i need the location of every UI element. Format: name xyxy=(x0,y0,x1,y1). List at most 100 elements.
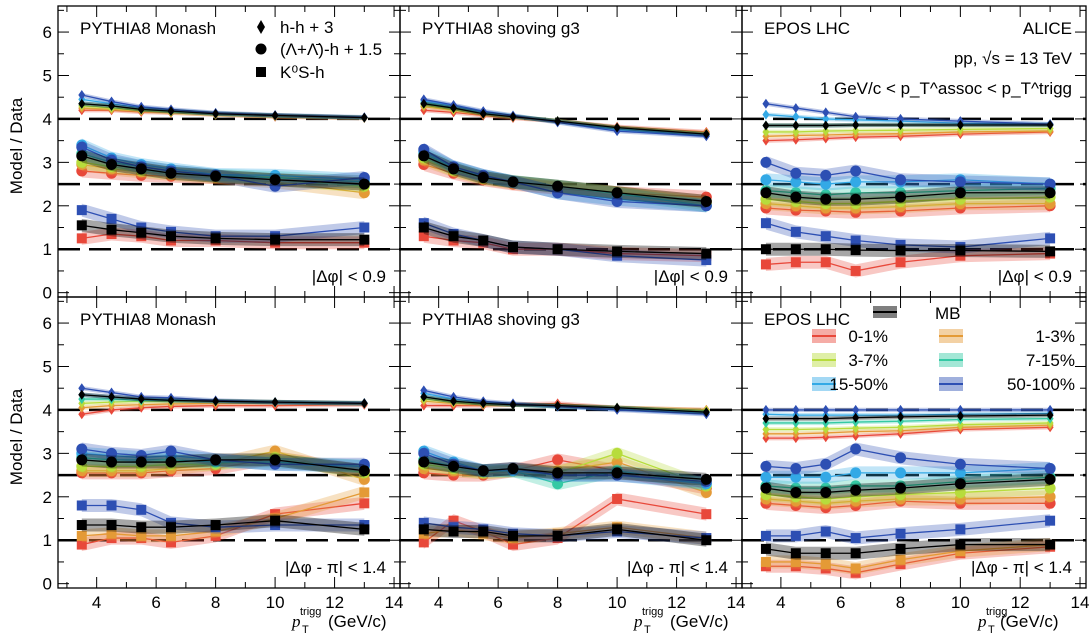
marker-circle-MB xyxy=(850,484,862,496)
marker-square-1-3% xyxy=(895,554,906,565)
x-tick-label: 14 xyxy=(727,593,746,612)
marker-square-MB xyxy=(701,248,712,259)
marker-circle-50-100% xyxy=(76,443,88,455)
marker-circle-MB xyxy=(135,456,147,468)
legend-square-icon xyxy=(256,67,266,77)
x-tick-label: 8 xyxy=(211,593,220,612)
marker-circle-MB xyxy=(106,159,118,171)
marker-square-1-3% xyxy=(76,530,87,541)
marker-square-50-100% xyxy=(701,255,712,266)
legend-label: 3-7% xyxy=(848,351,888,370)
marker-diamond-15-50% xyxy=(792,111,800,122)
marker-circle-50-100% xyxy=(850,165,862,177)
marker-square-50-100% xyxy=(106,213,117,224)
marker-circle-50-100% xyxy=(760,460,772,472)
x-axis-label-left: p T trigg (GeV/c) xyxy=(291,606,387,636)
marker-diamond-3-7% xyxy=(956,419,964,430)
marker-circle-50-100% xyxy=(954,458,966,470)
legend-circle-icon xyxy=(255,43,267,55)
marker-diamond-3-7% xyxy=(897,125,905,136)
marker-circle-MB xyxy=(507,463,519,475)
marker-circle-MB xyxy=(358,465,370,477)
band-kh-50-100% xyxy=(423,216,707,267)
marker-square-MB xyxy=(106,224,117,235)
marker-square-MB xyxy=(210,233,221,244)
marker-square-0-1% xyxy=(760,259,771,270)
band-hh-1-3% xyxy=(423,104,707,135)
marker-square-50-100% xyxy=(820,231,831,242)
panel-content xyxy=(58,383,400,552)
marker-circle-MB xyxy=(820,193,832,205)
marker-diamond-MB xyxy=(1046,120,1054,131)
x-tick-label: 4 xyxy=(92,593,101,612)
marker-circle-MB xyxy=(76,150,88,162)
marker-square-0-1% xyxy=(895,257,906,268)
x-tick-label: 6 xyxy=(493,593,502,612)
marker-square-1-3% xyxy=(359,487,370,498)
y-tick-label: 1 xyxy=(43,531,52,550)
band-lh-50-100% xyxy=(81,140,365,193)
marker-circle-MB xyxy=(1044,473,1056,485)
marker-diamond-3-7% xyxy=(852,125,860,136)
panel-content xyxy=(58,90,400,251)
x-tick-label: 4 xyxy=(434,593,443,612)
selection-label: 1 GeV/c < p_T^assoc < p_T^trigg xyxy=(820,79,1072,98)
marker-diamond-50-100% xyxy=(78,90,86,101)
x-tick-label: 4 xyxy=(776,593,785,612)
legend-entries: 0-1% 1-3% 3-7% 7-15% 15-50% 50-100% xyxy=(812,327,1075,394)
marker-diamond-50-100% xyxy=(852,404,860,415)
band-kh-50-100% xyxy=(765,514,1051,545)
marker-diamond-MB xyxy=(137,104,145,115)
marker-square-50-100% xyxy=(820,526,831,537)
marker-circle-15-50% xyxy=(850,467,862,479)
marker-square-1-3% xyxy=(820,559,831,570)
marker-square-MB xyxy=(820,244,831,255)
y-axis-label-top: Model / Data xyxy=(7,97,26,194)
marker-square-0-1% xyxy=(612,493,623,504)
marker-square-MB xyxy=(508,242,519,253)
marker-diamond-MB xyxy=(271,110,279,121)
marker-diamond-50-100% xyxy=(792,103,800,114)
marker-diamond-3-7% xyxy=(897,422,905,433)
marker-square-0-1% xyxy=(359,498,370,509)
marker-square-1-3% xyxy=(106,528,117,539)
band-lh-15-50% xyxy=(81,138,365,187)
marker-square-MB xyxy=(448,526,459,537)
y-tick-label: 4 xyxy=(43,401,52,420)
marker-circle-MB xyxy=(1044,187,1056,199)
marker-square-0-1% xyxy=(448,515,459,526)
marker-diamond-3-7% xyxy=(762,126,770,137)
x-axis-label-right: p T trigg (GeV/c) xyxy=(977,606,1059,636)
marker-diamond-3-7% xyxy=(822,126,830,137)
marker-diamond-50-100% xyxy=(822,404,830,415)
x-label-var: p xyxy=(633,612,643,631)
marker-diamond-MB xyxy=(762,413,770,424)
system-label: pp, √s = 13 TeV xyxy=(954,49,1073,68)
marker-diamond-MB xyxy=(212,396,220,407)
marker-square-MB xyxy=(850,548,861,559)
marker-diamond-MB xyxy=(450,396,458,407)
marker-square-MB xyxy=(552,530,563,541)
marker-circle-3-7% xyxy=(954,486,966,498)
marker-square-50-100% xyxy=(76,500,87,511)
marker-circle-15-50% xyxy=(820,471,832,483)
marker-circle-3-7% xyxy=(1044,482,1056,494)
band-lh-1-3% xyxy=(765,490,1051,510)
marker-circle-50-100% xyxy=(895,452,907,464)
band-lh-MB xyxy=(423,455,707,486)
marker-square-50-100% xyxy=(106,500,117,511)
panel-bottom-right: 4 6 8 10 12 14 EPOS LHC |Δφ - π| < 1.4 xyxy=(741,296,1089,612)
marker-diamond-50-100% xyxy=(420,385,428,396)
x-tick-label: 8 xyxy=(896,593,905,612)
marker-circle-15-50% xyxy=(790,471,802,483)
marker-diamond-3-7% xyxy=(852,423,860,434)
marker-diamond-3-7% xyxy=(792,126,800,137)
marker-square-MB xyxy=(895,543,906,554)
marker-diamond-MB xyxy=(956,120,964,131)
marker-circle-MB xyxy=(477,172,489,184)
marker-square-50-100% xyxy=(76,205,87,216)
marker-square-50-100% xyxy=(790,226,801,237)
band-lh-MB xyxy=(423,149,707,208)
marker-diamond-MB xyxy=(167,395,175,406)
marker-circle-MB xyxy=(76,454,88,466)
